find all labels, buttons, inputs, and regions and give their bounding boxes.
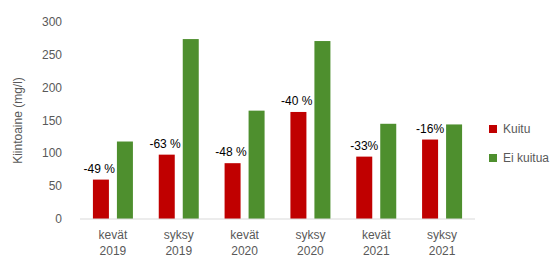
x-tick-label-line: syksy [295,228,325,242]
bar [183,39,199,219]
x-axis-line [80,219,475,220]
bars [93,39,462,219]
x-tick-label-line: syksy [427,228,457,242]
bar [225,163,241,219]
y-tick-label: 0 [55,212,62,226]
annotation: -63 % [149,137,181,151]
y-tick-label: 300 [42,15,62,29]
bar [159,155,175,219]
y-tick-label: 250 [42,48,62,62]
legend-swatch [489,125,497,133]
bar [380,124,396,219]
bar [356,157,372,219]
x-tick-label: kevät 2021 [362,228,391,258]
x-tick-label-line: 2020 [231,244,258,258]
x-tick-label: kevät 2020 [230,228,259,258]
bar [446,124,462,219]
x-tick-label-line: kevät [230,228,259,242]
x-tick-label: kevät 2019 [99,228,128,258]
annotation: -16% [416,122,444,136]
x-tick-label-line: kevät [99,228,128,242]
x-tick-label-line: kevät [362,228,391,242]
bar [290,112,306,219]
y-tick-label: 150 [42,114,62,128]
y-tick-label: 200 [42,81,62,95]
y-tick-label: 50 [49,179,63,193]
x-tick-label: syksy 2019 [164,228,194,258]
x-tick-label-line: 2021 [429,244,456,258]
bar [117,142,133,219]
legend-swatch [489,154,497,162]
x-tick-label-line: 2019 [100,244,127,258]
legend-label: Kuitu [503,122,530,136]
x-tick-label: syksy 2021 [427,228,457,258]
chart-svg: 0 50 100 150 200 250 300 Kiintoaine (mg/l) kevät… [0,0,556,273]
y-axis-label: Kiintoaine (mg/l) [11,77,25,164]
x-tick-label-line: 2019 [165,244,192,258]
x-tick-label-line: 2021 [363,244,390,258]
x-tick-label: syksy 2020 [295,228,325,258]
y-tick-label: 100 [42,146,62,160]
bar [314,41,330,219]
chart-container: 0 50 100 150 200 250 300 Kiintoaine (mg/l) kevät… [0,0,556,273]
bar [249,111,265,219]
bar [93,180,109,219]
x-tick-label-line: 2020 [297,244,324,258]
annotation: -49 % [84,162,116,176]
legend-label: Ei kuitua [503,151,549,165]
bar [422,140,438,219]
annotation: -33% [350,139,378,153]
x-tick-label-line: syksy [164,228,194,242]
annotation: -48 % [215,145,247,159]
annotation: -40 % [281,94,313,108]
